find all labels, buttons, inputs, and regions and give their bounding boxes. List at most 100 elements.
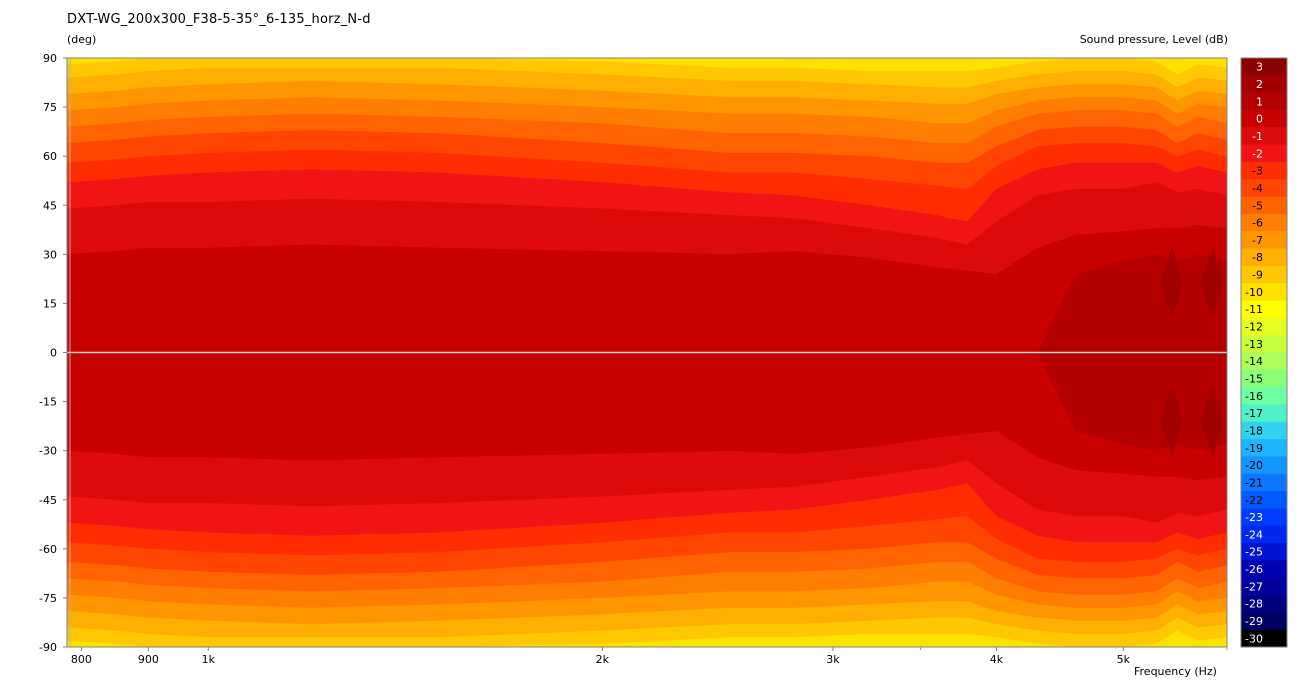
peak-spot-2 (1160, 383, 1183, 458)
colorbar-swatch (1241, 352, 1287, 371)
colorbar-swatch (1241, 491, 1287, 509)
y-axis-label: (deg) (67, 33, 97, 46)
colorbar-swatch (1241, 265, 1287, 284)
y-tick-label: 75 (43, 101, 57, 114)
colorbar-swatch (1241, 508, 1287, 527)
colorbar-swatch (1241, 317, 1287, 336)
x-tick-label: 1k (202, 653, 216, 666)
x-tick-label: 5k (1117, 653, 1131, 666)
colorbar-swatch (1241, 404, 1287, 423)
x-tick-label: 2k (596, 653, 610, 666)
colorbar-swatch (1241, 369, 1287, 388)
colorbar-label: -24 (1245, 528, 1263, 541)
colorbar-swatch (1241, 595, 1287, 613)
y-tick-label: -75 (39, 592, 57, 605)
colorbar-label: -10 (1245, 286, 1263, 299)
colorbar-label: -16 (1245, 390, 1263, 403)
chart-title: DXT-WG_200x300_F38-5-35°_6-135_horz_N-d (67, 12, 371, 27)
colorbar-label: -4 (1252, 182, 1263, 195)
colorbar-swatch (1241, 612, 1287, 631)
colorbar-swatch (1241, 127, 1287, 146)
y-tick-label: -90 (39, 641, 57, 654)
colorbar-label: -13 (1245, 338, 1263, 351)
colorbar-label: 1 (1256, 95, 1263, 108)
colorbar-swatch (1241, 58, 1287, 76)
colorbar-label: -1 (1252, 130, 1263, 143)
colorbar-swatch (1241, 577, 1287, 596)
y-tick-label: -30 (39, 445, 57, 458)
colorbar-label: -27 (1245, 580, 1263, 593)
colorbar-swatch (1241, 300, 1287, 319)
colorbar-label: -20 (1245, 459, 1263, 472)
colorbar-label: Sound pressure, Level (dB) (1079, 33, 1228, 46)
colorbar-label: -17 (1245, 407, 1263, 420)
colorbar-swatch (1241, 387, 1287, 405)
y-tick-label: 15 (43, 297, 57, 310)
colorbar-label: -5 (1252, 199, 1263, 212)
colorbar-swatch (1241, 456, 1287, 475)
colorbar-swatch (1241, 629, 1287, 648)
colorbar-label: -29 (1245, 615, 1263, 628)
colorbar-label: -2 (1252, 147, 1263, 160)
colorbar-label: -23 (1245, 511, 1263, 524)
colorbar-label: -26 (1245, 563, 1263, 576)
x-tick-label: 4k (990, 653, 1004, 666)
colorbar: 3 2 1 0 -1 -2 -3 -4 -5 -6 -7 -8 -9 -10 -11 -12 -13 -14 -15… (1240, 57, 1288, 648)
colorbar-swatch (1241, 213, 1287, 232)
colorbar-label: -30 (1245, 632, 1263, 645)
colorbar-label: 2 (1256, 78, 1263, 91)
colorbar-label: -18 (1245, 424, 1263, 437)
colorbar-label: -3 (1252, 165, 1263, 178)
colorbar-label: -15 (1245, 372, 1263, 385)
y-tick-label: -60 (39, 543, 57, 556)
colorbar-swatch (1241, 439, 1287, 457)
colorbar-label: -11 (1245, 303, 1263, 316)
peak-spot-1 (1200, 245, 1223, 320)
colorbar-label: -7 (1252, 234, 1263, 247)
y-tick-label: 0 (50, 347, 57, 360)
colorbar-swatch (1241, 231, 1287, 250)
plot-area (66, 57, 1228, 648)
colorbar-label: -25 (1245, 546, 1263, 559)
colorbar-label: -12 (1245, 321, 1263, 334)
colorbar-label: -21 (1245, 476, 1263, 489)
x-tick-label: 800 (71, 653, 92, 666)
x-tick-label: 900 (138, 653, 159, 666)
y-tick-label: -15 (39, 396, 57, 409)
colorbar-label: -6 (1252, 217, 1263, 230)
colorbar-swatch (1241, 196, 1287, 215)
colorbar-swatch (1241, 144, 1287, 163)
peak-spot-3 (1200, 383, 1223, 458)
y-tick-label: -45 (39, 494, 57, 507)
colorbar-label: -14 (1245, 355, 1263, 368)
y-tick-label: 90 (43, 52, 57, 65)
colorbar-swatch (1241, 179, 1287, 198)
colorbar-label: 3 (1256, 61, 1263, 74)
colorbar-swatch (1241, 75, 1287, 94)
y-tick-label: 45 (43, 199, 57, 212)
colorbar-label: -28 (1245, 598, 1263, 611)
contour-band-1 (67, 254, 1227, 451)
colorbar-swatch (1241, 473, 1287, 492)
colorbar-label: -9 (1252, 269, 1263, 282)
colorbar-swatch (1241, 335, 1287, 353)
colorbar-swatch (1241, 421, 1287, 440)
colorbar-label: -19 (1245, 442, 1263, 455)
x-axis-label: Frequency (Hz) (1134, 665, 1217, 678)
x-tick-label: 3k (826, 653, 840, 666)
colorbar-frame (1240, 57, 1288, 648)
y-tick-label: 30 (43, 248, 57, 261)
colorbar-label: 0 (1256, 113, 1263, 126)
colorbar-swatch (1241, 248, 1287, 267)
colorbar-swatch (1241, 109, 1287, 128)
peak-spot-0 (1160, 245, 1183, 320)
axes: 90 75 60 45 30 15 0 -15 -30 -45 -60 -75 -90 800 900 1k 2… (39, 52, 1228, 666)
colorbar-label: -22 (1245, 494, 1263, 507)
colorbar-swatch (1241, 543, 1287, 561)
colorbar-swatch (1241, 560, 1287, 579)
colorbar-swatch (1241, 525, 1287, 544)
colorbar-swatch (1241, 283, 1287, 302)
y-tick-label: 60 (43, 150, 57, 163)
colorbar-swatch (1241, 161, 1287, 180)
